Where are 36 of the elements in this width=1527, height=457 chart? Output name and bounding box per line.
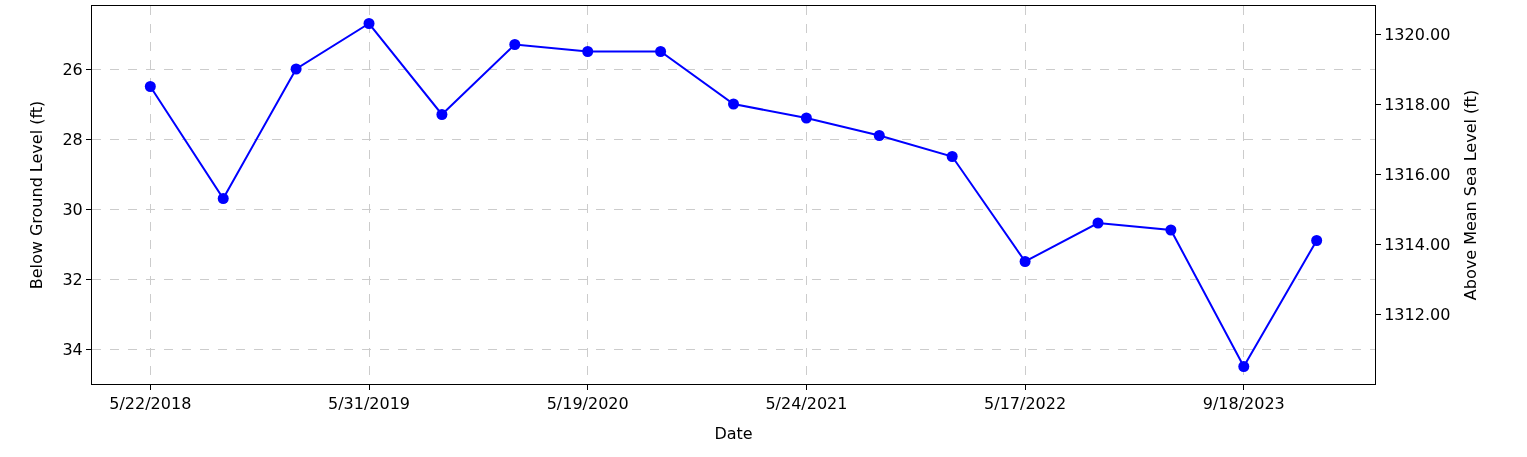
- point: [436, 109, 448, 120]
- y2-axis-title: Above Mean Sea Level (ft): [1461, 89, 1481, 301]
- point: [728, 98, 739, 110]
- point: [363, 18, 375, 29]
- point: [1092, 217, 1104, 229]
- y2-tick-label: 1312.00: [1384, 304, 1451, 324]
- point: [873, 130, 885, 141]
- point: [946, 151, 958, 162]
- point: [1311, 235, 1323, 246]
- point: [1165, 224, 1177, 236]
- y2-tick-label: 1314.00: [1384, 234, 1451, 254]
- point: [290, 63, 302, 75]
- point: [217, 193, 229, 204]
- y-tick-label: 30: [62, 199, 83, 219]
- point: [800, 112, 812, 124]
- point: [1238, 361, 1250, 372]
- x-tick-label: 5/22/2018: [109, 394, 192, 414]
- point: [1019, 256, 1031, 267]
- x-tick-label: 5/24/2021: [765, 394, 848, 414]
- x-axis-title: Date: [714, 423, 753, 443]
- y-tick-label: 34: [62, 339, 83, 359]
- y2-tick-label: 1318.00: [1384, 94, 1451, 114]
- y2-tick-label: 1316.00: [1384, 164, 1451, 184]
- y2-tick-label: 1320.00: [1384, 24, 1451, 44]
- point: [582, 46, 594, 57]
- point: [509, 39, 521, 50]
- x-tick-label: 9/18/2023: [1202, 394, 1285, 414]
- point: [144, 81, 156, 92]
- y-tick-label: 28: [62, 129, 83, 149]
- y-tick-label: 32: [62, 269, 83, 289]
- x-tick-label: 5/17/2022: [984, 394, 1067, 414]
- y-axis-title: Below Ground Level (ft): [27, 100, 47, 290]
- point: [655, 46, 667, 57]
- x-tick-label: 5/31/2019: [327, 394, 411, 414]
- y-tick-label: 26: [62, 59, 83, 79]
- x-tick-label: 5/19/2020: [546, 394, 629, 414]
